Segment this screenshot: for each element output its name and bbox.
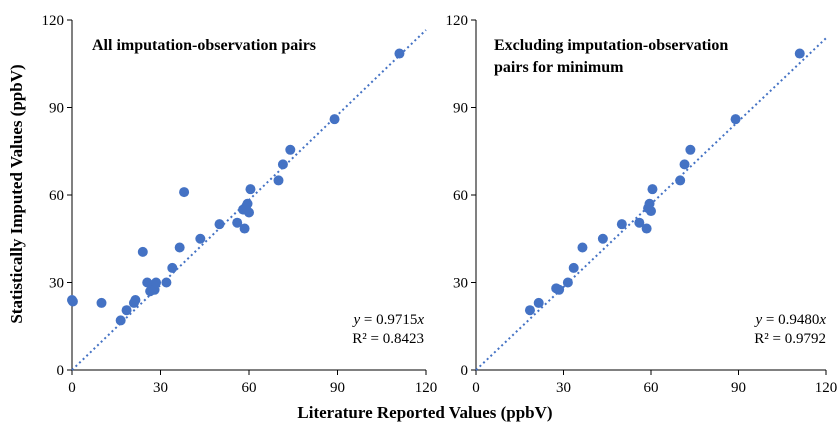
y-tick-label: 120 bbox=[42, 13, 65, 29]
y-axis-title: Statistically Imputed Values (ppbV) bbox=[7, 64, 26, 323]
x-tick-label: 30 bbox=[556, 380, 571, 396]
x-tick-label: 60 bbox=[644, 380, 659, 396]
y-tick-label: 60 bbox=[453, 188, 468, 204]
data-point bbox=[554, 284, 565, 295]
x-tick-label: 120 bbox=[415, 380, 438, 396]
data-point bbox=[96, 297, 107, 308]
chart-panel-left: All imputation-observation pairs y = 0.9… bbox=[42, 13, 438, 396]
data-point bbox=[675, 175, 686, 186]
panel-title-line-2: pairs for minimum bbox=[494, 59, 624, 76]
data-point bbox=[244, 207, 254, 218]
data-point bbox=[137, 246, 148, 257]
data-point bbox=[277, 159, 288, 170]
data-point bbox=[794, 48, 805, 59]
panel-title: All imputation-observation pairs bbox=[92, 37, 316, 54]
y-tick-label: 0 bbox=[461, 363, 469, 379]
chart-panel-right: Excluding imputation-observation pairs f… bbox=[446, 13, 838, 396]
data-point bbox=[616, 219, 627, 230]
x-tick-label: 90 bbox=[330, 380, 345, 396]
data-point bbox=[641, 223, 652, 234]
y-tick-label: 30 bbox=[49, 276, 64, 292]
data-point bbox=[597, 233, 608, 244]
data-point bbox=[67, 296, 78, 307]
data-point bbox=[730, 114, 741, 125]
data-point bbox=[533, 297, 544, 308]
x-tick-label: 120 bbox=[815, 380, 838, 396]
x-tick-label: 60 bbox=[242, 380, 257, 396]
data-point bbox=[179, 187, 190, 198]
data-point bbox=[151, 277, 162, 288]
equation-x: x bbox=[818, 312, 826, 328]
data-point bbox=[685, 144, 696, 155]
data-point bbox=[121, 305, 132, 316]
data-point bbox=[214, 219, 225, 230]
y-tick-label: 30 bbox=[453, 276, 468, 292]
data-point bbox=[239, 223, 250, 234]
data-point bbox=[524, 305, 535, 316]
data-point bbox=[634, 217, 645, 228]
y-tick-label: 90 bbox=[453, 101, 468, 117]
data-point bbox=[273, 175, 284, 186]
data-point bbox=[167, 262, 178, 273]
x-tick-label: 30 bbox=[153, 380, 168, 396]
data-point bbox=[161, 277, 172, 288]
data-point bbox=[245, 184, 256, 195]
data-point bbox=[394, 48, 405, 59]
x-tick-label: 0 bbox=[472, 380, 480, 396]
panel-title: Excluding imputation-observation pairs f… bbox=[494, 37, 728, 76]
data-point bbox=[577, 242, 588, 253]
x-tick-label: 90 bbox=[731, 380, 746, 396]
y-tick-label: 0 bbox=[57, 363, 65, 379]
y-tick-label: 60 bbox=[49, 188, 64, 204]
panel-title-line-1: All imputation-observation pairs bbox=[92, 37, 316, 54]
data-point bbox=[232, 217, 243, 228]
equation-y: y bbox=[351, 312, 360, 328]
x-tick-label: 0 bbox=[68, 380, 76, 396]
equation-slope: = 0.9480 bbox=[762, 312, 819, 328]
y-tick-label: 90 bbox=[49, 101, 64, 117]
data-point bbox=[679, 159, 690, 170]
data-point bbox=[195, 233, 206, 244]
data-point bbox=[115, 315, 126, 326]
trend-equation: y = 0.9715x bbox=[351, 312, 424, 328]
r-squared: R² = 0.8423 bbox=[352, 331, 424, 347]
data-point bbox=[646, 206, 656, 217]
y-tick-label: 120 bbox=[446, 13, 469, 29]
data-point bbox=[568, 262, 579, 273]
r-squared: R² = 0.9792 bbox=[754, 331, 826, 347]
trend-equation: y = 0.9480x bbox=[753, 312, 826, 328]
data-point bbox=[562, 277, 573, 288]
data-point bbox=[174, 242, 185, 253]
data-point bbox=[285, 144, 296, 155]
equation-slope: = 0.9715 bbox=[360, 312, 417, 328]
data-point bbox=[242, 198, 253, 209]
x-axis-title: Literature Reported Values (ppbV) bbox=[297, 403, 552, 422]
equation-y: y bbox=[753, 312, 762, 328]
data-point bbox=[647, 184, 658, 195]
panel-title-line-1: Excluding imputation-observation bbox=[494, 37, 728, 54]
data-point bbox=[329, 114, 340, 125]
data-point bbox=[130, 295, 141, 305]
equation-x: x bbox=[416, 312, 424, 328]
